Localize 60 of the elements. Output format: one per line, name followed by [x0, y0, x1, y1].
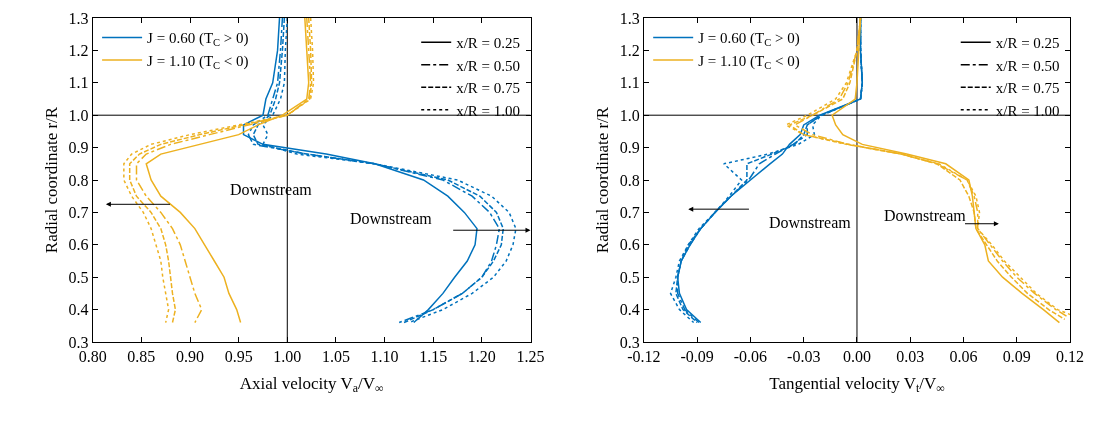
- y-tick-label: 0.4: [619, 301, 640, 319]
- annotation: x/R = 0.50: [456, 57, 521, 74]
- annotation: x/R = 0.75: [456, 80, 521, 97]
- annotation: x/R = 0.25: [456, 35, 521, 52]
- x-axis-title: Axial velocity V$_{a}$/V$_{∞}$: [239, 373, 384, 396]
- y-tick-label: 0.3: [68, 333, 89, 351]
- y-tick-label: 0.5: [68, 268, 89, 286]
- x-axis-title: Tangential velocity V$_{t}$/V$_{∞}$: [769, 373, 945, 396]
- y-tick-label: 0.7: [619, 204, 640, 221]
- legend-label: J = 0.60 (T$_{C}$ > 0): [698, 30, 800, 49]
- y-tick-label: 0.9: [619, 139, 640, 157]
- y-tick-label: 1.0: [619, 106, 640, 124]
- y-tick-label: 0.6: [619, 236, 640, 254]
- y-tick-label: 0.9: [68, 139, 89, 157]
- x-tick-label: 0.95: [224, 348, 253, 366]
- x-tick-label: 0.03: [896, 348, 925, 366]
- y-tick-label: 0.7: [68, 204, 89, 221]
- x-tick-label: 0.12: [1056, 348, 1085, 366]
- y-tick-label: 0.5: [619, 268, 640, 286]
- annotation: x/R = 0.25: [995, 35, 1060, 52]
- annotation: x/R = 1.00: [456, 102, 521, 119]
- x-tick-label: 1.10: [370, 348, 399, 366]
- y-tick-label: 0.6: [68, 236, 89, 254]
- annotation: x/R = 1.00: [995, 102, 1060, 119]
- legend-label: J = 0.60 (T$_{C}$ > 0): [147, 30, 249, 49]
- annotation: Downstream: [350, 210, 433, 227]
- x-tick-label: 1.20: [467, 348, 496, 366]
- x-tick-label: 1.00: [273, 348, 302, 366]
- x-tick-label: -0.09: [680, 348, 714, 366]
- annotation: Downstream: [769, 214, 852, 231]
- x-tick-label: 1.25: [516, 348, 545, 366]
- x-tick-label: 0.90: [176, 348, 204, 366]
- y-tick-label: 1.2: [619, 42, 640, 59]
- x-tick-label: 0.06: [949, 348, 978, 366]
- x-tick-label: 1.05: [321, 348, 350, 366]
- x-tick-label: 0.09: [1002, 348, 1031, 366]
- annotation: Downstream: [884, 207, 967, 224]
- y-tick-label: 1.2: [68, 42, 89, 59]
- x-tick-label: -0.06: [733, 348, 768, 366]
- x-tick-label: -0.12: [627, 348, 661, 366]
- y-tick-label: 1.3: [68, 9, 89, 27]
- x-tick-label: 0.85: [127, 348, 156, 366]
- legend-label: J = 1.10 (T$_{C}$ < 0): [147, 52, 249, 71]
- y-tick-label: 1.1: [68, 74, 89, 92]
- y-axis-title: Radial coordinate r/R: [593, 106, 613, 254]
- y-tick-label: 0.3: [619, 333, 640, 351]
- x-tick-label: -0.03: [787, 348, 821, 366]
- x-tick-label: 0.00: [842, 348, 871, 366]
- y-tick-label: 0.4: [68, 301, 89, 319]
- y-tick-label: 1.3: [619, 9, 640, 27]
- x-tick-label: 1.15: [419, 348, 448, 366]
- x-tick-label: 0.80: [78, 348, 107, 366]
- legend-label: J = 1.10 (T$_{C}$ < 0): [698, 52, 800, 71]
- y-axis-title: Radial coordinate r/R: [42, 106, 62, 254]
- y-tick-label: 0.8: [619, 171, 640, 189]
- annotation: x/R = 0.75: [995, 80, 1060, 97]
- y-tick-label: 1.0: [68, 106, 89, 124]
- y-tick-label: 1.1: [619, 74, 640, 92]
- annotation: x/R = 0.50: [995, 57, 1060, 74]
- y-tick-label: 0.8: [68, 171, 89, 189]
